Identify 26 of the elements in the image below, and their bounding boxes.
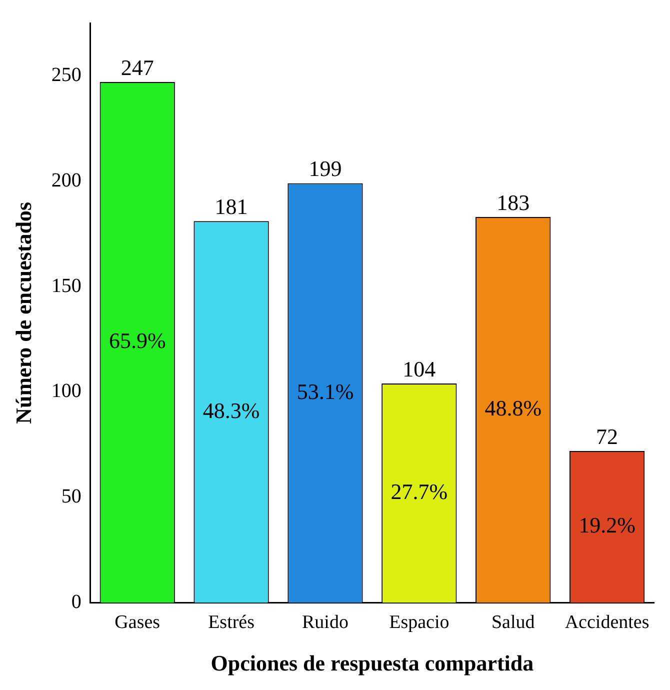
y-tick-label: 200 bbox=[51, 169, 82, 192]
data-label: 72 bbox=[596, 424, 618, 449]
y-tick-label: 0 bbox=[71, 591, 82, 614]
x-tick-label: Accidentes bbox=[564, 612, 650, 634]
annotation: 19.2% bbox=[578, 512, 636, 538]
y-axis-title: Número de encuestados bbox=[10, 201, 36, 424]
annotation: 65.9% bbox=[108, 328, 166, 354]
data-label: 181 bbox=[214, 194, 248, 219]
x-tick-label: Gases bbox=[114, 612, 160, 634]
x-tick-label: Estrés bbox=[208, 612, 255, 634]
y-tick-label: 250 bbox=[51, 64, 82, 86]
y-tick-label: 100 bbox=[51, 380, 82, 402]
data-label: 199 bbox=[308, 156, 342, 182]
data-label: 104 bbox=[402, 356, 436, 382]
x-axis-title: Opciones de respuesta compartida bbox=[210, 650, 534, 676]
x-tick-label: Espacio bbox=[389, 612, 450, 634]
y-tick-label: 50 bbox=[61, 486, 82, 508]
x-tick-label: Salud bbox=[491, 612, 536, 634]
data-label: 247 bbox=[120, 54, 154, 80]
annotation: 27.7% bbox=[390, 478, 448, 504]
x-tick-label: Ruido bbox=[302, 612, 348, 634]
annotation: 53.1% bbox=[296, 378, 354, 404]
annotation: 48.8% bbox=[484, 396, 542, 421]
data-label: 183 bbox=[496, 190, 530, 215]
annotation: 48.3% bbox=[202, 398, 260, 423]
y-tick-label: 150 bbox=[51, 274, 82, 297]
